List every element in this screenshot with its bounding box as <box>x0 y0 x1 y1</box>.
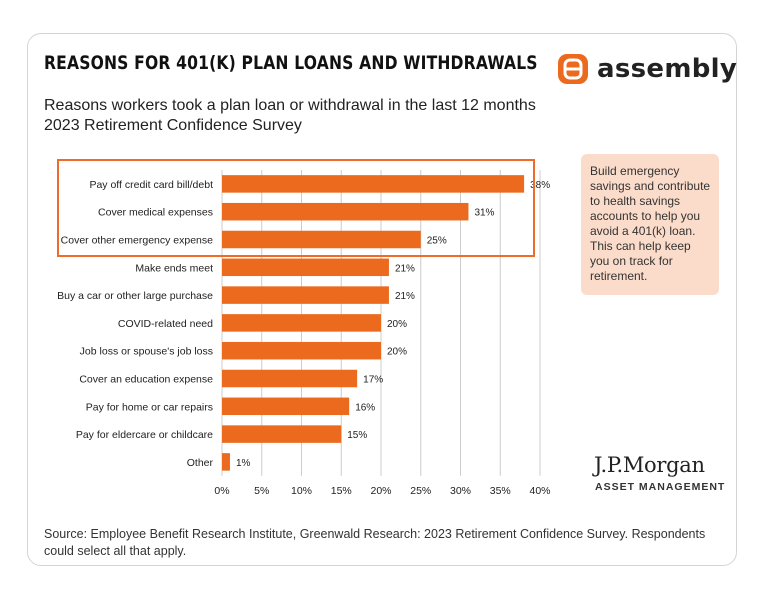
bar-9 <box>222 425 342 443</box>
x-tick-label-25: 25% <box>410 485 431 497</box>
category-label-3: Make ends meet <box>135 262 213 274</box>
bar-5 <box>222 314 381 332</box>
assembly-logo: assembly <box>557 52 737 86</box>
category-label-5: COVID-related need <box>118 318 213 330</box>
bar-1 <box>222 202 469 221</box>
category-label-10: Other <box>187 457 214 469</box>
value-label-10: 1% <box>236 458 251 469</box>
advice-callout: Build emergency savings and contribute t… <box>581 154 719 295</box>
bar-0 <box>222 175 525 193</box>
category-label-9: Pay for eldercare or childcare <box>76 429 213 441</box>
value-label-2: 25% <box>427 236 447 247</box>
bar-2 <box>222 230 421 249</box>
category-label-0: Pay off credit card bill/debt <box>89 179 213 191</box>
x-tick-label-15: 15% <box>331 485 352 497</box>
category-label-2: Cover other emergency expense <box>61 235 213 247</box>
value-label-6: 20% <box>387 347 407 358</box>
value-label-5: 20% <box>387 319 407 330</box>
x-tick-label-35: 35% <box>490 485 511 497</box>
chart-title: REASONS FOR 401(K) PLAN LOANS AND WITHDR… <box>44 52 538 74</box>
assembly-logo-icon <box>558 54 588 84</box>
bar-4 <box>222 286 389 304</box>
top-reasons-highlight-box <box>57 159 535 257</box>
bar-8 <box>222 397 350 416</box>
value-label-7: 17% <box>363 375 383 386</box>
bar-6 <box>222 341 381 360</box>
bar-3 <box>222 258 389 277</box>
value-label-8: 16% <box>355 402 375 413</box>
subtitle-line-1: Reasons workers took a plan loan or with… <box>44 97 536 114</box>
jpmorgan-asset-management: ASSET MANAGEMENT <box>595 481 726 493</box>
value-label-4: 21% <box>395 291 415 302</box>
subtitle-line-2: 2023 Retirement Confidence Survey <box>44 117 302 134</box>
bar-7 <box>222 369 358 388</box>
value-label-9: 15% <box>347 430 367 441</box>
x-tick-label-20: 20% <box>370 485 391 497</box>
bar-10 <box>222 453 230 471</box>
x-tick-label-30: 30% <box>450 485 471 497</box>
value-label-0: 38% <box>530 180 550 191</box>
x-tick-label-5: 5% <box>254 485 269 497</box>
category-label-4: Buy a car or other large purchase <box>57 290 213 302</box>
assembly-logo-text: assembly <box>597 54 738 84</box>
x-tick-label-40: 40% <box>529 485 550 497</box>
category-label-6: Job loss or spouse's job loss <box>80 346 213 358</box>
value-label-3: 21% <box>395 263 415 274</box>
x-tick-label-10: 10% <box>291 485 312 497</box>
source-note: Source: Employee Benefit Research Instit… <box>44 527 706 558</box>
jpmorgan-logo: J.P.Morgan <box>594 453 705 477</box>
value-label-1: 31% <box>474 208 494 219</box>
chart-subtitle: Reasons workers took a plan loan or with… <box>44 96 536 136</box>
category-label-1: Cover medical expenses <box>98 207 213 219</box>
x-tick-label-0: 0% <box>214 485 229 497</box>
category-label-7: Cover an education expense <box>79 374 213 386</box>
category-label-8: Pay for home or car repairs <box>86 401 213 413</box>
